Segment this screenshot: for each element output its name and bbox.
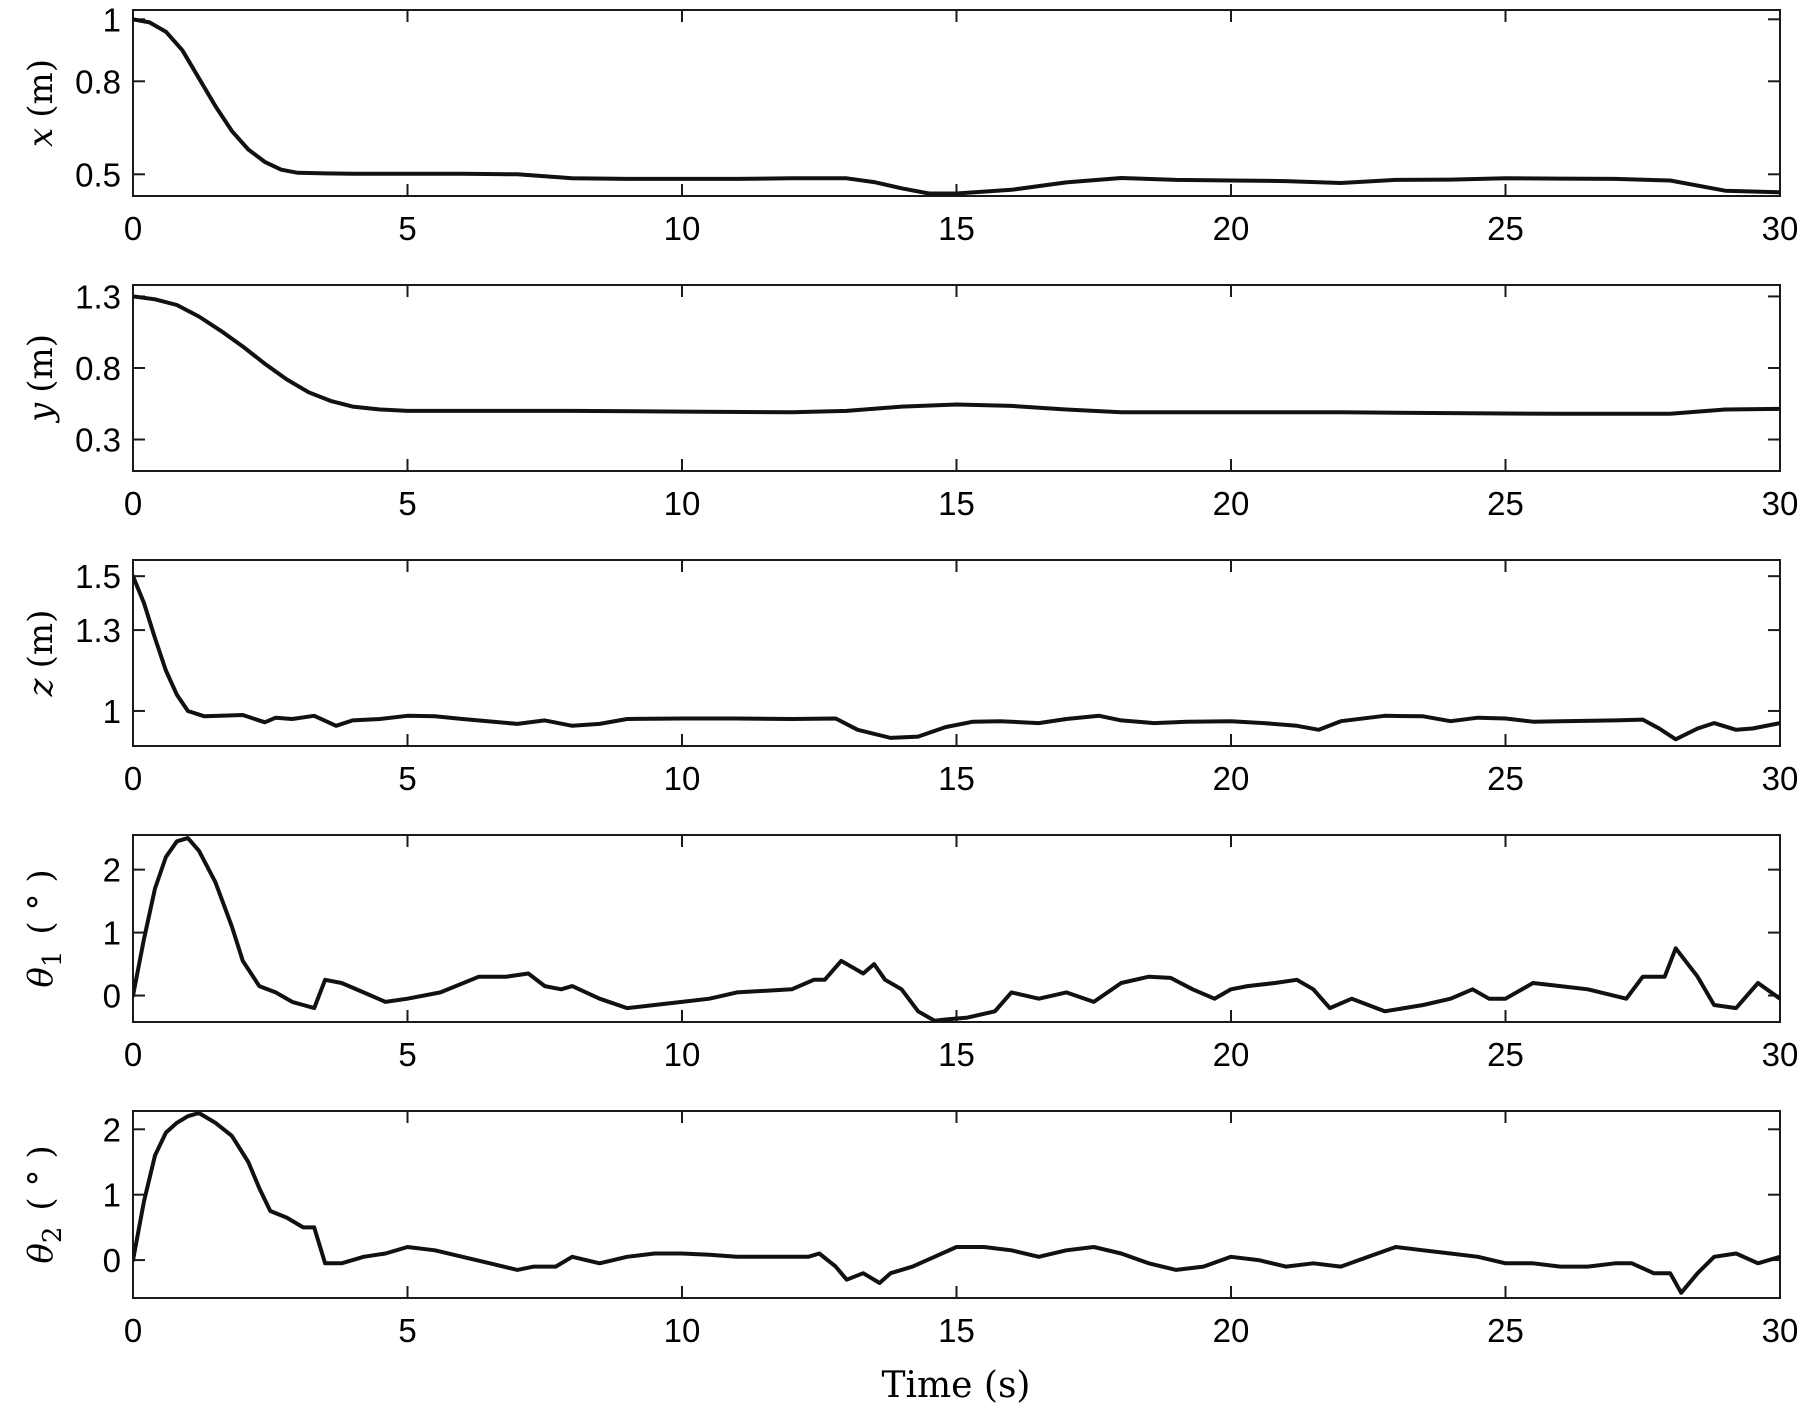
x-tick-label: 0 xyxy=(124,760,142,797)
x-tick-label: 15 xyxy=(938,1036,975,1073)
y-tick-label: 1 xyxy=(103,693,121,730)
x-tick-label: 0 xyxy=(124,1312,142,1349)
x-tick-label: 5 xyxy=(398,1036,416,1073)
x-tick-label: 10 xyxy=(664,1312,701,1349)
y-tick-label: 1 xyxy=(103,1177,121,1214)
x-tick-label: 25 xyxy=(1487,1036,1524,1073)
series-line xyxy=(133,294,1780,416)
x-tick-label: 20 xyxy=(1213,210,1250,247)
x-tick-label: 5 xyxy=(398,210,416,247)
x-tick-label: 10 xyxy=(664,485,701,522)
y-tick-label: 1 xyxy=(103,915,121,952)
x-tick-label: 5 xyxy=(398,760,416,797)
series-line xyxy=(133,1111,1780,1295)
plot-frame xyxy=(132,1110,1781,1299)
y-axis-label: y (m) xyxy=(21,334,61,424)
y-axis-label: θ2 ( ° ) xyxy=(21,1145,68,1263)
y-axis-label: θ1 ( ° ) xyxy=(21,869,68,987)
y-tick-label: 2 xyxy=(103,852,121,889)
y-tick-label: 2 xyxy=(103,1111,121,1148)
x-tick-label: 15 xyxy=(938,1312,975,1349)
y-axis-label-var: x xyxy=(21,128,61,147)
x-tick-label: 20 xyxy=(1213,760,1250,797)
x-axis-label: Time (s) xyxy=(882,1365,1031,1406)
x-tick-label: 30 xyxy=(1762,210,1799,247)
y-axis-label-var: θ xyxy=(21,1243,61,1263)
y-axis-label-unit: (m) xyxy=(21,59,61,118)
y-tick-label: 0.3 xyxy=(75,422,121,459)
series-line xyxy=(133,17,1780,196)
x-tick-label: 25 xyxy=(1487,760,1524,797)
y-tick-label: 0.8 xyxy=(75,63,121,100)
x-tick-label: 0 xyxy=(124,1036,142,1073)
series-line xyxy=(133,574,1780,742)
y-axis-label-unit: ( ° ) xyxy=(21,1145,61,1210)
y-axis-label-var: θ xyxy=(21,967,61,987)
x-tick-label: 0 xyxy=(124,485,142,522)
x-tick-label: 10 xyxy=(664,1036,701,1073)
x-tick-label: 25 xyxy=(1487,210,1524,247)
subplot-3: 0 5 10 15 20 25 30 1 1.3 1.5 z (m) xyxy=(21,558,1798,797)
x-tick-label: 5 xyxy=(398,1312,416,1349)
x-tick-label: 30 xyxy=(1762,760,1799,797)
y-tick-label: 0.5 xyxy=(75,156,121,193)
x-tick-label: 25 xyxy=(1487,1312,1524,1349)
x-tick-label: 5 xyxy=(398,485,416,522)
x-tick-label: 10 xyxy=(664,210,701,247)
y-tick-label: 1.5 xyxy=(75,558,121,595)
y-tick-label: 0 xyxy=(103,1242,121,1279)
x-tick-label: 30 xyxy=(1762,485,1799,522)
x-tick-label: 15 xyxy=(938,760,975,797)
y-tick-label: 1 xyxy=(103,1,121,38)
y-tick-label: 0 xyxy=(103,978,121,1015)
y-axis-label-sub: 2 xyxy=(38,1227,68,1244)
subplot-1: 0 5 10 15 20 25 30 0.5 0.8 1 x (m) xyxy=(21,1,1798,247)
x-tick-label: 20 xyxy=(1213,1312,1250,1349)
x-tick-label: 25 xyxy=(1487,485,1524,522)
plot-frame xyxy=(132,284,1781,472)
y-axis-label-unit: (m) xyxy=(21,610,61,669)
y-tick-label: 1.3 xyxy=(75,278,121,315)
y-tick-label: 0.8 xyxy=(75,350,121,387)
series-line xyxy=(133,836,1780,1022)
x-tick-label: 30 xyxy=(1762,1036,1799,1073)
y-axis-label: x (m) xyxy=(21,59,61,147)
y-axis-label-sub: 1 xyxy=(38,951,68,968)
y-axis-label-var: y xyxy=(21,402,61,424)
x-tick-label: 15 xyxy=(938,485,975,522)
subplot-2: 0 5 10 15 20 25 30 0.3 0.8 1.3 y (m) xyxy=(21,278,1798,522)
plot-frame xyxy=(132,9,1781,197)
y-axis-label: z (m) xyxy=(21,610,61,698)
x-tick-label: 15 xyxy=(938,210,975,247)
y-tick-label: 1.3 xyxy=(75,612,121,649)
x-tick-label: 20 xyxy=(1213,1036,1250,1073)
y-axis-label-unit: ( ° ) xyxy=(21,869,61,934)
x-tick-label: 10 xyxy=(664,760,701,797)
x-tick-label: 30 xyxy=(1762,1312,1799,1349)
y-axis-label-unit: (m) xyxy=(21,334,61,393)
x-tick-label: 20 xyxy=(1213,485,1250,522)
plot-frame xyxy=(132,834,1781,1023)
x-tick-label: 0 xyxy=(124,210,142,247)
y-axis-label-var: z xyxy=(21,677,61,697)
